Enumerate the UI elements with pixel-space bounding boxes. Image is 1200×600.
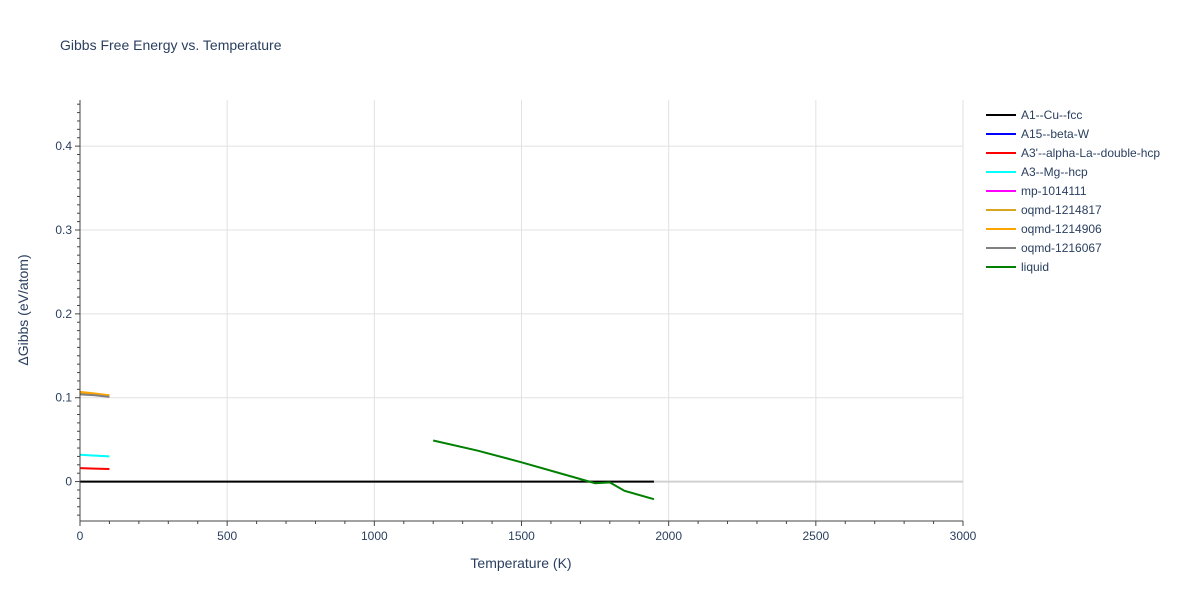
x-ticks: 0 500 1000 1500 2000 2500 3000 xyxy=(77,521,977,543)
legend-item[interactable]: oqmd-1214817 xyxy=(986,203,1102,217)
legend-label: A15--beta-W xyxy=(1021,127,1090,141)
legend-item[interactable]: A15--beta-W xyxy=(986,127,1090,141)
series-line xyxy=(79,393,110,398)
legend-item[interactable]: A3'--alpha-La--double-hcp xyxy=(986,146,1160,160)
series-layer xyxy=(79,390,655,501)
legend-label: oqmd-1216067 xyxy=(1021,241,1102,255)
legend-label: mp-1014111 xyxy=(1021,184,1087,198)
x-tick-label: 1000 xyxy=(361,529,388,543)
x-tick-label: 3000 xyxy=(950,529,977,543)
y-tick-label: 0.4 xyxy=(55,139,72,153)
legend[interactable]: A1--Cu--fcc A15--beta-W A3'--alpha-La--dou… xyxy=(986,108,1160,274)
legend-label: A1--Cu--fcc xyxy=(1021,108,1082,122)
y-axis-label: ΔGibbs (eV/atom) xyxy=(15,254,31,365)
legend-label: A3'--alpha-La--double-hcp xyxy=(1021,146,1160,160)
legend-item[interactable]: A3--Mg--hcp xyxy=(986,165,1088,179)
x-tick-label: 2500 xyxy=(802,529,829,543)
x-tick-label: 1500 xyxy=(508,529,535,543)
legend-item[interactable]: liquid xyxy=(986,260,1049,274)
x-tick-label: 500 xyxy=(217,529,237,543)
chart-title: Gibbs Free Energy vs. Temperature xyxy=(60,37,282,53)
y-tick-label: 0.3 xyxy=(55,223,72,237)
legend-label: liquid xyxy=(1021,260,1049,274)
y-tick-label: 0 xyxy=(65,475,72,489)
y-tick-label: 0.1 xyxy=(55,391,72,405)
legend-item[interactable]: A1--Cu--fcc xyxy=(986,108,1082,122)
legend-label: A3--Mg--hcp xyxy=(1021,165,1088,179)
series-line xyxy=(79,467,110,470)
y-tick-label: 0.2 xyxy=(55,307,72,321)
legend-label: oqmd-1214906 xyxy=(1021,222,1102,236)
grid xyxy=(80,100,964,521)
y-ticks: 0 0.1 0.2 0.3 0.4 xyxy=(55,103,80,516)
series-line xyxy=(79,453,110,458)
series-line xyxy=(79,390,110,397)
x-axis-label: Temperature (K) xyxy=(470,555,571,571)
legend-item[interactable]: mp-1014111 xyxy=(986,184,1087,198)
legend-item[interactable]: oqmd-1214906 xyxy=(986,222,1102,236)
x-tick-label: 0 xyxy=(77,529,84,543)
series-line xyxy=(432,439,655,501)
legend-label: oqmd-1214817 xyxy=(1021,203,1102,217)
legend-item[interactable]: oqmd-1216067 xyxy=(986,241,1102,255)
x-tick-label: 2000 xyxy=(655,529,682,543)
